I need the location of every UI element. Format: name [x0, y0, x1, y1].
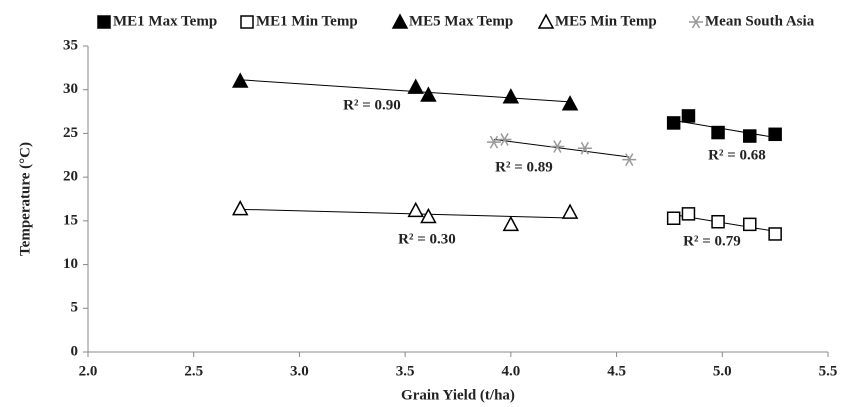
r-squared-label: R² = 0.79 [683, 233, 741, 249]
data-point [711, 214, 725, 229]
trendline [240, 208, 571, 219]
data-point [711, 125, 725, 140]
y-tick-label: 20 [63, 169, 78, 185]
r-squared-label: R² = 0.89 [495, 159, 553, 175]
legend-label: Mean South Asia [705, 13, 815, 29]
data-point [577, 141, 592, 155]
data-point [681, 109, 696, 123]
data-point [420, 207, 437, 224]
trendline [493, 138, 630, 158]
data-point [502, 215, 520, 232]
legend-label: ME1 Min Temp [256, 13, 358, 29]
legend-marker [537, 13, 555, 29]
data-point [231, 72, 249, 88]
data-point [743, 217, 757, 232]
data-point [743, 129, 757, 143]
data-point [561, 203, 579, 219]
y-tick-label: 25 [63, 125, 78, 141]
legend-label: ME1 Max Temp [113, 13, 217, 29]
x-tick-label: 3.5 [396, 363, 415, 379]
data-point [768, 127, 782, 142]
y-tick-label: 15 [63, 212, 78, 228]
data-point [502, 88, 520, 104]
y-axis-title: Temperature (°C) [17, 142, 33, 256]
x-axis-title: Grain Yield (t/ha) [401, 387, 515, 403]
legend-marker [391, 13, 409, 29]
data-point [407, 201, 424, 218]
legend-label: ME5 Max Temp [409, 13, 513, 29]
x-tick-label: 4.0 [501, 363, 520, 379]
data-point [497, 133, 512, 146]
trendline [240, 79, 571, 103]
data-point [681, 207, 696, 221]
x-tick-label: 3.0 [290, 363, 309, 379]
data-point [486, 135, 501, 149]
r-squared-label: R² = 0.30 [398, 231, 456, 247]
y-tick-label: 0 [71, 343, 79, 359]
data-point [231, 200, 249, 216]
x-tick-label: 2.0 [79, 363, 98, 379]
x-tick-label: 2.5 [184, 363, 203, 379]
y-tick-label: 10 [63, 256, 78, 272]
r-squared-label: R² = 0.68 [708, 147, 766, 163]
data-point [666, 116, 681, 130]
legend-marker [240, 15, 254, 29]
x-tick-label: 5.5 [819, 363, 838, 379]
data-point [550, 140, 565, 153]
legend-marker [689, 15, 703, 29]
data-point [561, 95, 579, 111]
y-tick-label: 30 [63, 81, 78, 97]
data-point [420, 86, 437, 102]
data-point [666, 211, 681, 225]
x-tick-label: 4.5 [607, 363, 626, 379]
y-tick-label: 35 [63, 37, 78, 53]
data-point [768, 227, 782, 241]
data-point [622, 153, 637, 167]
x-tick-label: 5.0 [713, 363, 732, 379]
data-point [407, 78, 424, 94]
legend-marker [97, 15, 111, 29]
y-tick-label: 5 [71, 300, 79, 316]
r-squared-label: R² = 0.90 [343, 97, 401, 113]
legend-label: ME5 Min Temp [555, 13, 657, 29]
